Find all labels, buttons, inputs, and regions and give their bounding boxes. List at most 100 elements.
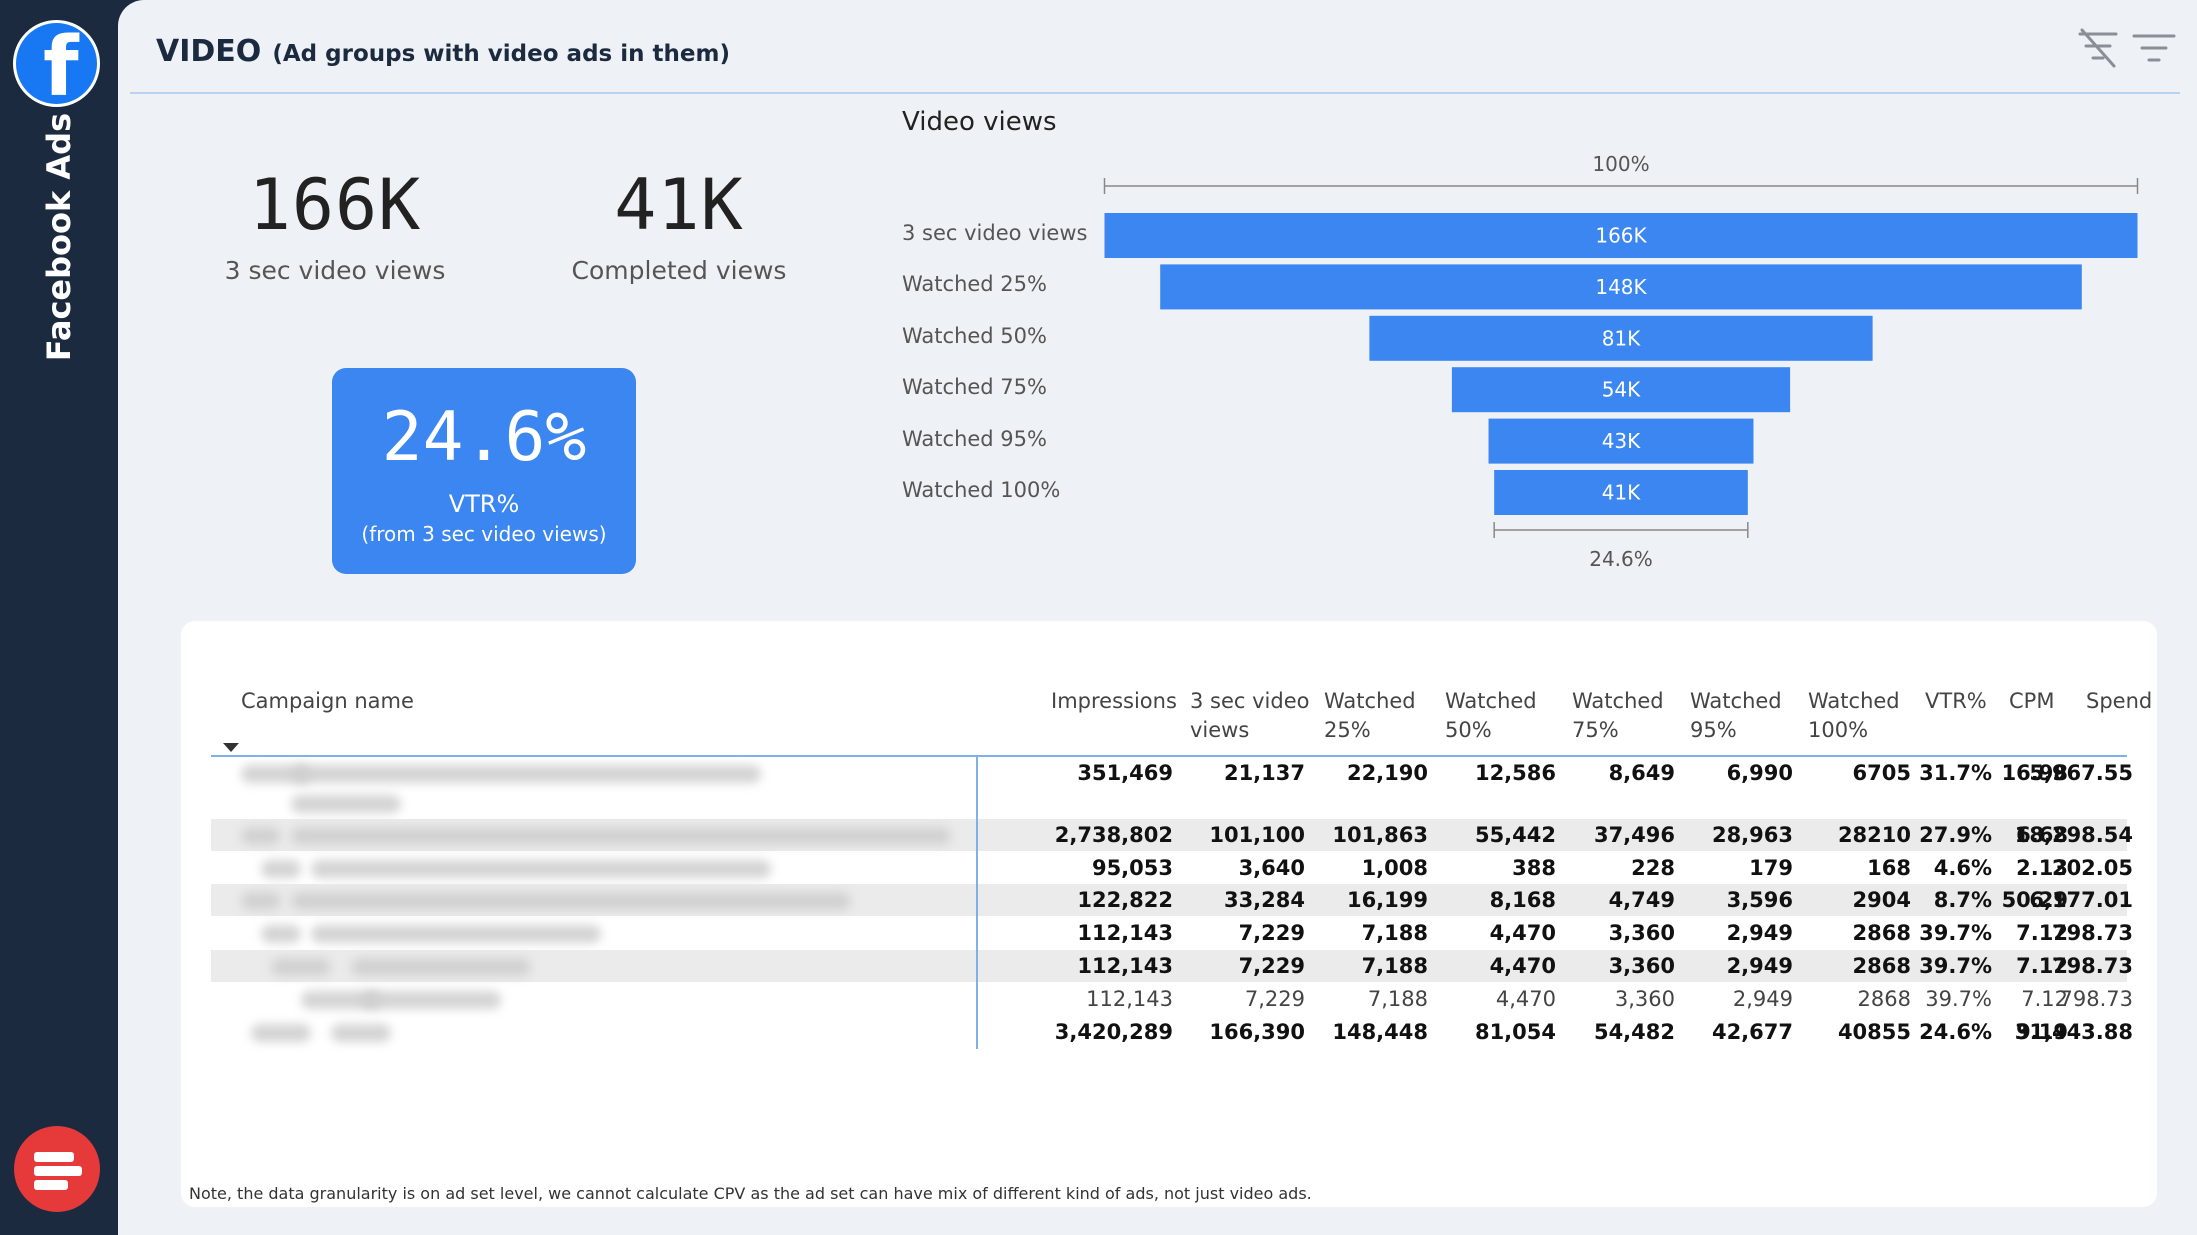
table-cell: 31.7% bbox=[1919, 761, 1992, 785]
table-cell: 50.29 bbox=[2001, 888, 2068, 912]
page-title-subtitle: (Ad groups with video ads in them) bbox=[272, 41, 730, 67]
funnel-bar-label: 43K bbox=[1602, 429, 1641, 453]
table-row[interactable]: 351,469 21,137 22,190 12,586 8,649 6,990 6705 3… bbox=[211, 757, 2133, 817]
table-cell: 6705 bbox=[1852, 761, 1911, 785]
funnel-bar bbox=[1488, 418, 1754, 464]
redacted-campaign-name bbox=[291, 827, 951, 845]
table-cell: 4,470 bbox=[1495, 987, 1556, 1011]
chart-title: Video views bbox=[902, 107, 1057, 137]
table-cell: 27.9% bbox=[1919, 823, 1992, 847]
table-row[interactable]: 95,053 3,640 1,008 388 228 179 168 4.6% 2.13 202.… bbox=[211, 852, 2133, 884]
table-cell: 24.6% bbox=[1919, 1020, 1992, 1044]
column-header[interactable]: 3 sec video views bbox=[1190, 689, 1310, 742]
table-cell: 16.98 bbox=[2001, 761, 2068, 785]
table-row[interactable]: 112,143 7,229 7,188 4,470 3,360 2,949 2868 39.7… bbox=[211, 950, 2133, 982]
table-cell: 8,168 bbox=[1489, 888, 1556, 912]
table-cell: 3,420,289 bbox=[1054, 1020, 1173, 1044]
table-cell: 5,967.55 bbox=[2029, 761, 2133, 785]
table-cell: 179 bbox=[1749, 856, 1793, 880]
redacted-campaign-name bbox=[251, 1024, 311, 1042]
table-header-divider bbox=[211, 755, 2127, 757]
table-cell: 3,640 bbox=[1238, 856, 1305, 880]
column-header[interactable]: Watched 50% bbox=[1445, 689, 1537, 742]
table-row[interactable]: 122,822 33,284 16,199 8,168 4,749 3,596 2904 8.… bbox=[211, 884, 2133, 916]
vtr-sublabel: (from 3 sec video views) bbox=[361, 522, 607, 546]
kpi-3sec-views-label: 3 sec video views bbox=[224, 256, 446, 285]
table-cell: 168 bbox=[1867, 856, 1911, 880]
table-cell: 228 bbox=[1631, 856, 1675, 880]
column-header[interactable]: Watched 75% bbox=[1572, 689, 1664, 742]
table-cell: 33,284 bbox=[1223, 888, 1305, 912]
table-cell: 3,360 bbox=[1614, 987, 1675, 1011]
table-cell: 6,990 bbox=[1726, 761, 1793, 785]
redacted-campaign-name bbox=[241, 892, 281, 910]
column-header[interactable]: Campaign name bbox=[241, 689, 414, 713]
table-cell: 7,188 bbox=[1361, 921, 1428, 945]
funnel-bar-label: 166K bbox=[1595, 224, 1647, 248]
table-cell: 18,298.54 bbox=[2014, 823, 2133, 847]
table-cell: 8,649 bbox=[1608, 761, 1675, 785]
table-cell: 122,822 bbox=[1077, 888, 1173, 912]
redacted-campaign-name bbox=[331, 1024, 391, 1042]
redacted-campaign-name bbox=[311, 860, 771, 878]
funnel-bar bbox=[1451, 367, 1791, 413]
table-cell: 2,949 bbox=[1726, 921, 1793, 945]
sidebar: f Facebook Ads bbox=[0, 0, 118, 1235]
column-header[interactable]: Watched 25% bbox=[1324, 689, 1416, 742]
column-header[interactable]: Watched 100% bbox=[1808, 689, 1900, 742]
table-cell: 2868 bbox=[1852, 921, 1911, 945]
table-cell: 7,229 bbox=[1244, 987, 1305, 1011]
page-title-main: VIDEO bbox=[156, 34, 262, 69]
page-title: VIDEO (Ad groups with video ads in them) bbox=[156, 34, 730, 69]
table-cell: 2.13 bbox=[2016, 856, 2068, 880]
column-header[interactable]: Impressions bbox=[1051, 689, 1177, 713]
table-cell: 39.7% bbox=[1919, 921, 1992, 945]
table-cell: 101,100 bbox=[1209, 823, 1305, 847]
table-cell: 3,360 bbox=[1608, 954, 1675, 978]
table-cell: 81,054 bbox=[1474, 1020, 1556, 1044]
table-cell: 22,190 bbox=[1346, 761, 1428, 785]
table-cell: 112,143 bbox=[1077, 954, 1173, 978]
column-header[interactable]: Spend bbox=[2086, 689, 2153, 713]
column-header[interactable]: VTR% bbox=[1925, 689, 1987, 713]
table-cell: 7,229 bbox=[1238, 921, 1305, 945]
report-page: VIDEO (Ad groups with video ads in them)… bbox=[118, 0, 2197, 1235]
table-row[interactable]: 112,143 7,229 7,188 4,470 3,360 2,949 2868 39.7… bbox=[211, 983, 2133, 1015]
funnel-bar bbox=[1369, 315, 1873, 361]
clear-filter-icon[interactable] bbox=[2076, 26, 2120, 70]
table-row[interactable]: 2,738,802 101,100 101,863 55,442 37,496 28,96… bbox=[211, 819, 2133, 851]
funnel-bar-label: 148K bbox=[1595, 275, 1647, 299]
kpi-completed-views-label: Completed views bbox=[571, 256, 787, 285]
top-annotation: 100% bbox=[1592, 152, 1649, 176]
kpi-3sec-views-value: 166K bbox=[248, 164, 422, 246]
table-cell: 39.7% bbox=[1925, 987, 1992, 1011]
redacted-campaign-name bbox=[261, 860, 301, 878]
brand-logo-icon[interactable] bbox=[14, 1126, 100, 1212]
redacted-campaign-name bbox=[261, 925, 301, 943]
funnel-category-label: Watched 95% bbox=[902, 426, 1047, 451]
redacted-campaign-name bbox=[361, 991, 501, 1009]
filter-icon[interactable] bbox=[2132, 26, 2176, 70]
redacted-campaign-name bbox=[311, 925, 601, 943]
kpi-3sec-views: 166K 3 sec video views bbox=[175, 170, 495, 285]
sort-descending-icon[interactable] bbox=[223, 743, 239, 752]
table-cell: 202.05 bbox=[2051, 856, 2133, 880]
table-row[interactable]: 3,420,289 166,390 148,448 81,054 54,482 42,67… bbox=[211, 1016, 2133, 1048]
kpi-completed-views: 41K Completed views bbox=[519, 170, 839, 285]
table-cell: 388 bbox=[1512, 856, 1556, 880]
table-cell: 101,863 bbox=[1332, 823, 1428, 847]
funnel-bar-label: 41K bbox=[1602, 481, 1641, 505]
column-header[interactable]: CPM bbox=[2009, 689, 2055, 713]
table-cell: 351,469 bbox=[1077, 761, 1173, 785]
table-cell: 4,470 bbox=[1489, 954, 1556, 978]
funnel-bar bbox=[1160, 264, 2082, 310]
table-cell: 31,443.88 bbox=[2014, 1020, 2133, 1044]
redacted-campaign-name bbox=[271, 958, 331, 976]
table-row[interactable]: 112,143 7,229 7,188 4,470 3,360 2,949 2868 39.7… bbox=[211, 917, 2133, 949]
column-header[interactable]: Watched 95% bbox=[1690, 689, 1782, 742]
funnel-category-label: Watched 100% bbox=[902, 478, 1061, 502]
sidebar-title: Facebook Ads bbox=[40, 112, 78, 362]
vtr-value: 24.6% bbox=[381, 398, 587, 477]
facebook-logo-icon[interactable]: f bbox=[13, 20, 100, 107]
table-cell: 7.12 bbox=[2021, 987, 2068, 1011]
